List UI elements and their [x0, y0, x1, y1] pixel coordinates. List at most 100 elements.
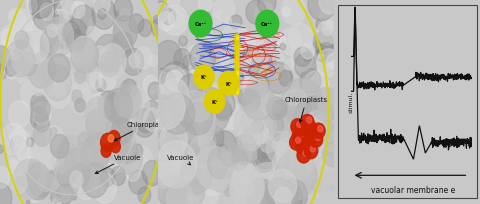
Circle shape	[315, 49, 327, 62]
Circle shape	[21, 17, 33, 32]
Circle shape	[317, 21, 338, 45]
Circle shape	[49, 165, 79, 202]
Circle shape	[247, 149, 257, 160]
Circle shape	[317, 122, 337, 145]
Circle shape	[120, 87, 150, 125]
Circle shape	[230, 47, 240, 58]
Circle shape	[55, 1, 80, 33]
Circle shape	[252, 145, 276, 172]
Circle shape	[249, 163, 287, 204]
Circle shape	[148, 171, 183, 204]
Circle shape	[150, 172, 170, 195]
Circle shape	[244, 114, 252, 124]
Circle shape	[33, 45, 43, 59]
Circle shape	[298, 132, 303, 138]
Circle shape	[174, 49, 191, 69]
Circle shape	[210, 90, 235, 119]
Circle shape	[316, 98, 326, 109]
Circle shape	[99, 44, 126, 80]
Circle shape	[180, 200, 186, 204]
Circle shape	[180, 159, 202, 185]
Circle shape	[133, 109, 156, 137]
Circle shape	[54, 154, 63, 165]
Circle shape	[315, 186, 325, 197]
Circle shape	[218, 72, 239, 95]
Circle shape	[60, 38, 69, 49]
Circle shape	[93, 173, 117, 203]
Circle shape	[53, 197, 61, 204]
Circle shape	[55, 10, 68, 27]
Circle shape	[321, 125, 344, 152]
Circle shape	[234, 175, 250, 193]
Circle shape	[24, 30, 44, 56]
Circle shape	[296, 142, 303, 151]
Circle shape	[225, 185, 234, 196]
Circle shape	[32, 0, 52, 19]
Circle shape	[215, 101, 232, 121]
Circle shape	[72, 37, 94, 65]
Circle shape	[260, 110, 266, 116]
Circle shape	[153, 131, 180, 162]
Circle shape	[161, 79, 189, 111]
Circle shape	[243, 103, 260, 123]
Circle shape	[62, 22, 80, 45]
Circle shape	[197, 137, 209, 150]
Circle shape	[107, 93, 129, 122]
Circle shape	[147, 106, 179, 142]
Circle shape	[202, 172, 222, 196]
Circle shape	[257, 145, 273, 163]
Circle shape	[279, 71, 293, 87]
Circle shape	[303, 71, 329, 102]
Circle shape	[9, 9, 25, 30]
Circle shape	[160, 94, 195, 134]
Circle shape	[86, 110, 109, 139]
Circle shape	[312, 179, 323, 192]
Circle shape	[302, 133, 315, 149]
Circle shape	[261, 178, 298, 204]
Circle shape	[165, 176, 171, 183]
Text: K⁺: K⁺	[201, 75, 207, 80]
Circle shape	[307, 155, 336, 189]
Circle shape	[295, 54, 316, 79]
Circle shape	[77, 146, 90, 163]
Circle shape	[296, 107, 322, 136]
Circle shape	[295, 137, 300, 144]
Text: Chloroplast: Chloroplast	[114, 122, 166, 141]
Circle shape	[307, 128, 320, 143]
Circle shape	[190, 143, 199, 153]
Circle shape	[317, 90, 343, 120]
Circle shape	[152, 149, 185, 187]
Circle shape	[166, 71, 183, 91]
Circle shape	[114, 156, 126, 172]
Circle shape	[223, 148, 248, 178]
Circle shape	[264, 72, 269, 77]
Text: K⁺: K⁺	[225, 81, 232, 86]
Circle shape	[286, 92, 313, 124]
Circle shape	[322, 24, 333, 36]
Circle shape	[125, 163, 140, 182]
Text: vacuolar membrane e: vacuolar membrane e	[371, 185, 455, 194]
Circle shape	[16, 174, 26, 187]
Circle shape	[47, 25, 58, 38]
Circle shape	[202, 125, 224, 150]
Circle shape	[182, 170, 205, 196]
Circle shape	[311, 183, 331, 204]
Circle shape	[155, 41, 181, 72]
Circle shape	[300, 111, 335, 151]
Circle shape	[242, 127, 263, 150]
Circle shape	[53, 0, 75, 25]
Circle shape	[178, 169, 184, 177]
Circle shape	[93, 0, 110, 15]
Circle shape	[234, 106, 266, 143]
Circle shape	[189, 11, 212, 38]
Circle shape	[135, 47, 152, 70]
Circle shape	[16, 27, 22, 35]
Circle shape	[164, 98, 180, 117]
Circle shape	[325, 97, 336, 110]
Circle shape	[105, 89, 132, 125]
Circle shape	[235, 54, 251, 73]
Circle shape	[191, 136, 214, 163]
Circle shape	[229, 169, 264, 204]
Circle shape	[237, 28, 248, 41]
Circle shape	[185, 103, 213, 135]
